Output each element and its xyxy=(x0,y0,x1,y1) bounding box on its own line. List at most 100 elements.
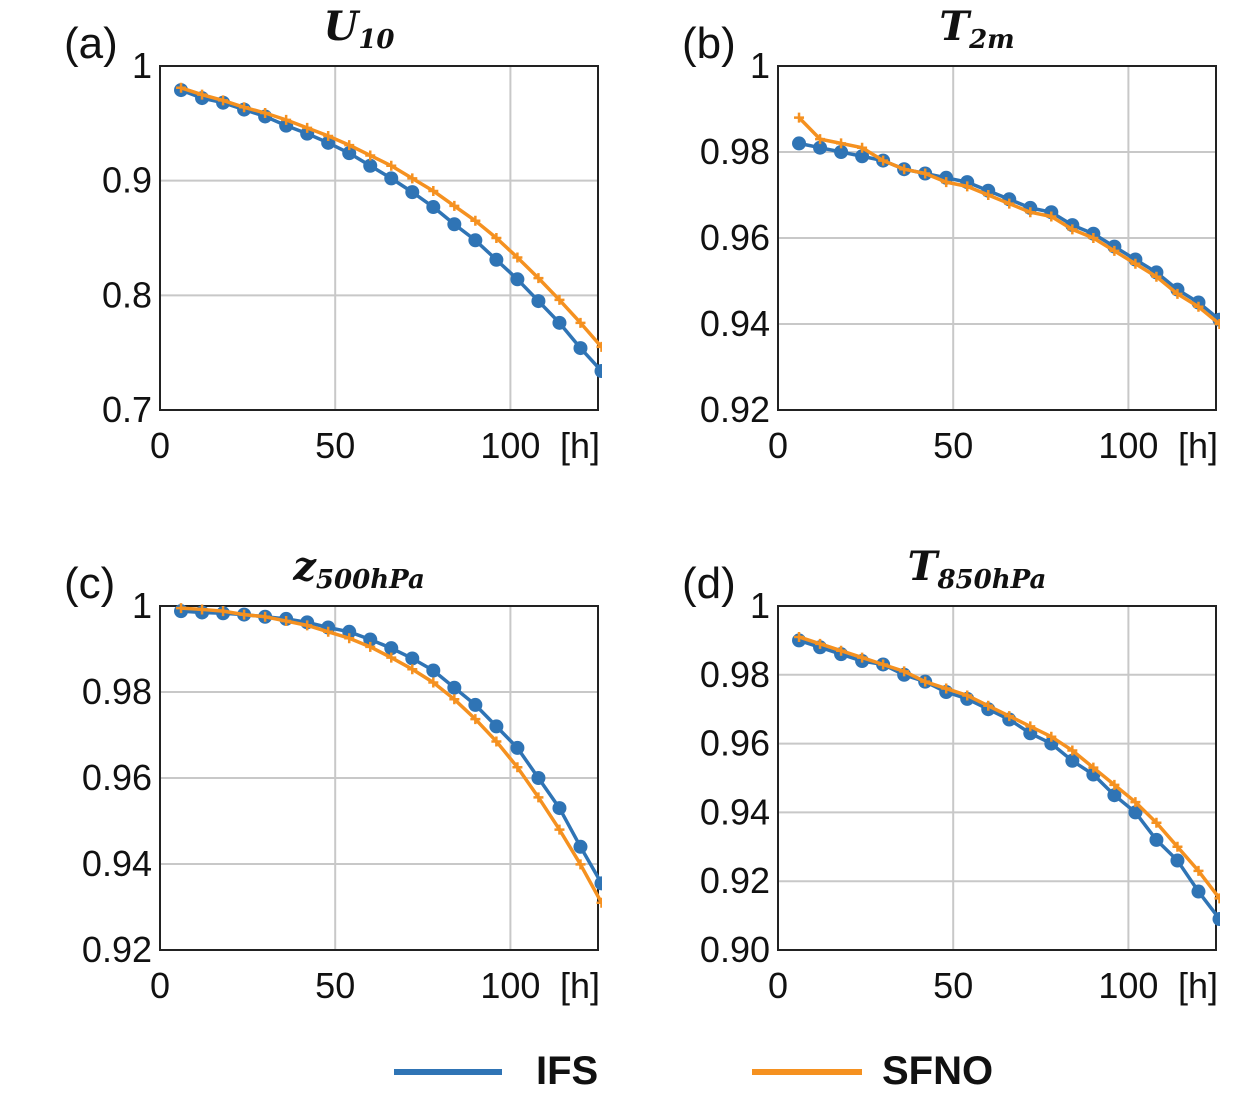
data-point xyxy=(1128,805,1143,820)
data-point xyxy=(470,215,481,226)
data-point xyxy=(1109,779,1120,790)
data-point xyxy=(899,164,910,175)
y-tick-label: 0.92 xyxy=(82,929,152,970)
data-point xyxy=(447,680,462,695)
data-point xyxy=(554,294,565,305)
chart-panel-a: 0.70.80.910 50 100 [h](a) U10 xyxy=(64,3,602,466)
data-point xyxy=(573,341,588,356)
data-point xyxy=(386,652,397,663)
chart-panel-b: 0.92 0.94 0.96 0.98 1 0 50 100 [h] (b) T2m xyxy=(682,3,1220,466)
data-point xyxy=(447,217,462,232)
series-line xyxy=(798,638,1220,921)
series-ifs xyxy=(174,83,602,379)
series-line xyxy=(798,635,1220,900)
data-point xyxy=(594,364,602,379)
data-point xyxy=(596,897,602,908)
y-tick-label: 0.92 xyxy=(700,860,770,901)
data-point xyxy=(428,677,439,688)
data-point xyxy=(1004,711,1015,722)
data-point xyxy=(323,130,334,141)
chart-title-main: z xyxy=(292,543,317,590)
y-tick-label: 0.96 xyxy=(82,757,152,798)
y-tick-label: 1 xyxy=(750,585,770,626)
data-point xyxy=(1088,762,1099,773)
data-point xyxy=(1025,721,1036,732)
data-point xyxy=(384,641,399,656)
data-point xyxy=(176,603,187,614)
chart-title: z500hPa xyxy=(292,543,425,595)
chart-title: U10 xyxy=(323,3,394,55)
x-unit-label: [h] xyxy=(1178,425,1218,466)
series-ifs xyxy=(792,136,1220,327)
data-point xyxy=(1130,258,1141,269)
legend-label-ifs: IFS xyxy=(536,1049,598,1093)
data-point xyxy=(512,762,523,773)
data-point xyxy=(218,95,229,106)
data-point xyxy=(197,89,208,100)
y-tick-label: 0.94 xyxy=(700,791,770,832)
chart-title: T850hPa xyxy=(908,543,1047,595)
y-tick-label: 0.9 xyxy=(102,160,152,201)
chart-title: T2m xyxy=(939,3,1014,55)
data-point xyxy=(468,697,483,712)
y-tick-label: 0.96 xyxy=(700,217,770,258)
series-line xyxy=(180,88,602,373)
data-point xyxy=(1088,233,1099,243)
legend: IFS SFNO xyxy=(394,1049,993,1093)
data-point xyxy=(899,666,910,677)
data-point xyxy=(302,620,313,631)
data-point xyxy=(470,714,481,725)
data-point xyxy=(533,792,544,803)
data-point xyxy=(596,341,602,352)
data-point xyxy=(405,651,420,666)
data-point xyxy=(1212,912,1220,927)
data-point xyxy=(575,317,586,328)
data-point xyxy=(1172,288,1183,299)
panel-label: (a) xyxy=(64,19,118,68)
data-point xyxy=(941,683,952,694)
data-point xyxy=(962,690,973,701)
data-point xyxy=(512,252,523,263)
data-point xyxy=(1109,245,1120,256)
y-tick-label: 0.98 xyxy=(82,671,152,712)
data-point xyxy=(449,200,460,211)
series-sfno xyxy=(794,112,1220,329)
data-point xyxy=(792,136,807,151)
data-point xyxy=(342,146,357,161)
data-point xyxy=(1067,745,1078,756)
series-ifs xyxy=(174,604,602,891)
plot-frame xyxy=(777,605,1217,951)
data-point xyxy=(323,626,334,637)
x-tick-label: 50 xyxy=(315,965,355,1006)
data-point xyxy=(468,233,483,248)
data-point xyxy=(594,876,602,891)
data-point xyxy=(1025,207,1036,218)
data-point xyxy=(836,138,847,149)
data-point xyxy=(344,633,355,644)
data-point xyxy=(533,273,544,284)
y-tick-label: 0.8 xyxy=(102,274,152,315)
panel-label: (c) xyxy=(64,559,115,608)
data-point xyxy=(1193,301,1204,312)
data-point xyxy=(1193,865,1204,876)
data-point xyxy=(855,149,870,164)
x-tick-label: 100 xyxy=(480,965,540,1006)
data-point xyxy=(365,641,376,652)
x-tick-label: 100 xyxy=(1098,965,1158,1006)
data-point xyxy=(575,859,586,870)
y-tick-label: 1 xyxy=(132,585,152,626)
chart-title-subscript: 10 xyxy=(358,25,394,55)
data-point xyxy=(407,664,418,675)
data-point xyxy=(857,142,868,153)
data-point xyxy=(491,736,502,747)
data-point xyxy=(815,638,826,649)
data-point xyxy=(365,150,376,161)
x-tick-label: 100 xyxy=(1098,425,1158,466)
data-point xyxy=(1149,832,1164,847)
data-point xyxy=(491,233,502,243)
x-unit-label: [h] xyxy=(1178,965,1218,1006)
x-unit-label: [h] xyxy=(560,965,600,1006)
data-point xyxy=(1004,198,1015,209)
plot-frame xyxy=(777,65,1217,411)
x-tick-label: 0 xyxy=(768,425,788,466)
